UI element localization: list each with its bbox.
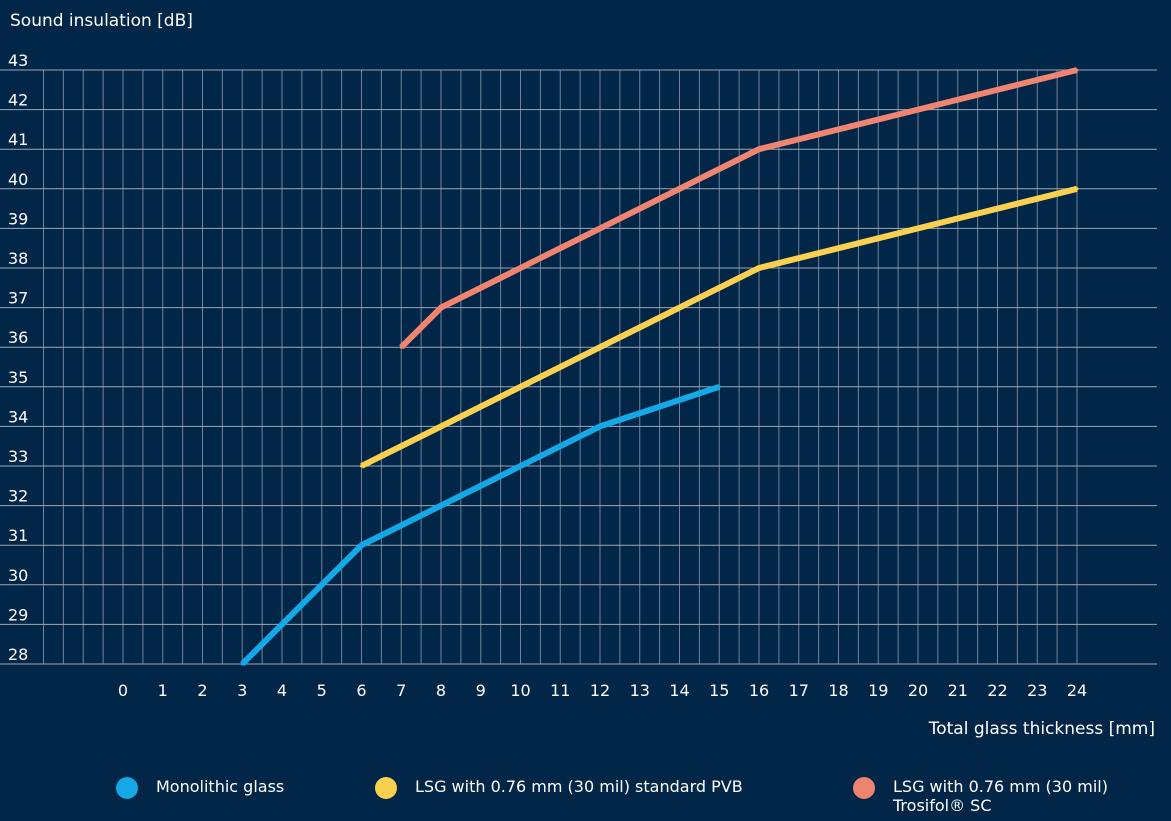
y-tick-label: 39: [8, 209, 28, 228]
legend-swatch-standard-pvb: [375, 777, 397, 799]
data-point: [757, 147, 761, 151]
data-point: [717, 385, 721, 389]
y-tick-label: 42: [8, 91, 28, 110]
legend-swatch-trosifol-sc: [853, 777, 875, 799]
legend: Monolithic glass LSG with 0.76 mm (30 mi…: [0, 777, 1171, 821]
x-tick-label: 14: [669, 681, 689, 700]
y-tick-label: 29: [8, 605, 28, 624]
data-point: [916, 226, 920, 230]
data-point: [598, 345, 602, 349]
y-tick-label: 30: [8, 566, 28, 585]
x-tick-label: 21: [948, 681, 968, 700]
x-tick-label: 20: [908, 681, 928, 700]
x-tick-label: 17: [789, 681, 809, 700]
data-point: [280, 622, 284, 626]
x-tick-label: 13: [630, 681, 650, 700]
data-point: [1075, 68, 1079, 72]
data-point: [916, 108, 920, 112]
data-point: [240, 662, 244, 666]
y-tick-label: 36: [8, 328, 28, 347]
data-point: [399, 345, 403, 349]
x-tick-label: 19: [868, 681, 888, 700]
x-tick-label: 8: [436, 681, 446, 700]
data-point: [320, 583, 324, 587]
x-tick-label: 3: [237, 681, 247, 700]
y-tick-label: 37: [8, 289, 28, 308]
data-point: [598, 226, 602, 230]
x-tick-label: 18: [828, 681, 848, 700]
data-point: [360, 543, 363, 547]
legend-label-trosifol-sc: LSG with 0.76 mm (30 mil) Trosifol® SC: [893, 777, 1108, 815]
x-tick-label: 24: [1067, 681, 1087, 700]
x-axis-title: Total glass thickness [mm]: [928, 719, 1155, 739]
data-point: [519, 385, 522, 389]
data-point: [598, 424, 602, 428]
x-tick-label: 11: [550, 681, 570, 700]
series-line-0: [240, 383, 721, 667]
x-tick-label: 1: [158, 681, 168, 700]
legend-swatch-monolithic: [116, 777, 138, 799]
x-tick-label: 12: [590, 681, 610, 700]
x-tick-label: 10: [510, 681, 530, 700]
y-tick-label: 43: [8, 51, 28, 70]
data-point: [1075, 187, 1079, 191]
data-point: [519, 464, 522, 468]
data-point: [519, 266, 522, 270]
legend-item-trosifol-sc: LSG with 0.76 mm (30 mil) Trosifol® SC: [853, 777, 1143, 815]
x-tick-label: 9: [476, 681, 486, 700]
legend-item-monolithic: Monolithic glass: [116, 777, 284, 799]
legend-label-monolithic: Monolithic glass: [156, 777, 285, 796]
x-tick-label: 7: [396, 681, 406, 700]
y-tick-label: 28: [8, 645, 28, 664]
x-tick-label: 5: [317, 681, 327, 700]
y-tick-label: 38: [8, 249, 28, 268]
data-point: [439, 306, 443, 310]
x-tick-label: 2: [197, 681, 207, 700]
y-tick-label: 35: [8, 368, 28, 387]
y-tick-label: 31: [8, 526, 28, 545]
data-point: [439, 504, 443, 508]
y-tick-label: 34: [8, 407, 28, 426]
legend-item-standard-pvb: LSG with 0.76 mm (30 mil) standard PVB: [375, 777, 743, 799]
legend-label-standard-pvb: LSG with 0.76 mm (30 mil) standard PVB: [415, 777, 743, 796]
x-tick-label: 6: [356, 681, 366, 700]
x-tick-label: 16: [749, 681, 769, 700]
data-point: [360, 464, 363, 468]
y-axis-title: Sound insulation [dB]: [10, 11, 193, 31]
y-tick-label: 32: [8, 487, 28, 506]
data-point: [439, 424, 443, 428]
x-tick-label: 15: [709, 681, 729, 700]
y-tick-label: 41: [8, 130, 28, 149]
x-tick-label: 22: [987, 681, 1007, 700]
x-tick-label: 23: [1027, 681, 1047, 700]
x-tick-label: 4: [277, 681, 287, 700]
data-point: [757, 266, 761, 270]
x-tick-label: 0: [118, 681, 128, 700]
y-tick-label: 40: [8, 170, 28, 189]
y-tick-label: 33: [8, 447, 28, 466]
